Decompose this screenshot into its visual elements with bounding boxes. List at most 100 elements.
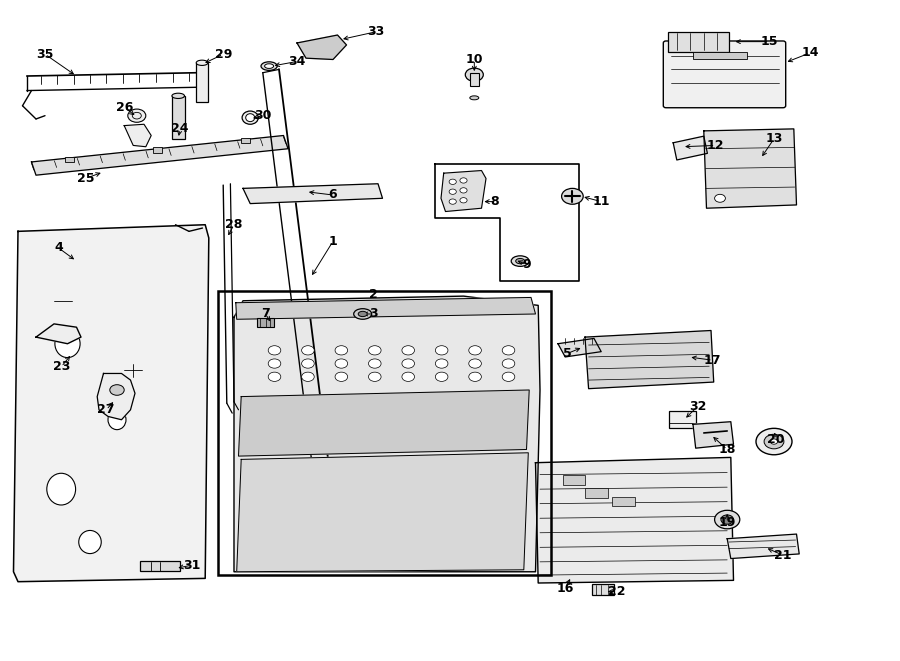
Text: 34: 34 — [288, 55, 306, 68]
Text: 28: 28 — [225, 218, 243, 231]
Text: 17: 17 — [704, 354, 722, 367]
Bar — [592, 584, 614, 595]
Ellipse shape — [196, 60, 208, 65]
Text: 8: 8 — [491, 195, 500, 208]
Polygon shape — [32, 136, 288, 175]
Ellipse shape — [246, 114, 255, 122]
Polygon shape — [236, 297, 536, 319]
Circle shape — [335, 372, 347, 381]
Bar — [257, 318, 274, 327]
Text: 1: 1 — [328, 235, 338, 248]
Circle shape — [764, 434, 784, 449]
Circle shape — [128, 109, 146, 122]
Polygon shape — [97, 373, 135, 420]
Bar — [172, 96, 184, 139]
Circle shape — [402, 372, 415, 381]
Text: 16: 16 — [556, 582, 574, 595]
Circle shape — [449, 189, 456, 194]
Text: 4: 4 — [54, 241, 63, 254]
Polygon shape — [727, 534, 799, 559]
Circle shape — [368, 346, 381, 355]
Circle shape — [302, 372, 314, 381]
Circle shape — [721, 515, 734, 524]
Circle shape — [268, 372, 281, 381]
Text: 20: 20 — [767, 433, 785, 446]
Circle shape — [562, 188, 583, 204]
Polygon shape — [704, 129, 796, 208]
Ellipse shape — [358, 311, 367, 317]
Polygon shape — [238, 390, 529, 456]
Ellipse shape — [55, 330, 80, 358]
Text: 6: 6 — [328, 188, 338, 202]
Polygon shape — [585, 330, 714, 389]
Polygon shape — [124, 124, 151, 147]
Text: 27: 27 — [97, 403, 115, 416]
Text: 19: 19 — [718, 516, 736, 529]
Circle shape — [715, 510, 740, 529]
Circle shape — [302, 346, 314, 355]
Text: 18: 18 — [718, 443, 736, 456]
Text: 12: 12 — [706, 139, 724, 152]
Ellipse shape — [79, 530, 101, 553]
Ellipse shape — [261, 61, 277, 71]
Bar — [585, 488, 608, 498]
Text: 7: 7 — [261, 307, 270, 321]
Circle shape — [368, 372, 381, 381]
Ellipse shape — [354, 309, 372, 319]
Bar — [669, 411, 696, 428]
Circle shape — [335, 346, 347, 355]
Circle shape — [502, 372, 515, 381]
Circle shape — [770, 439, 778, 444]
Bar — [693, 52, 747, 59]
Ellipse shape — [47, 473, 76, 505]
Circle shape — [465, 68, 483, 81]
Bar — [612, 497, 634, 506]
Bar — [153, 147, 162, 153]
Circle shape — [268, 359, 281, 368]
Text: 15: 15 — [760, 35, 778, 48]
Circle shape — [402, 346, 415, 355]
Polygon shape — [558, 338, 601, 357]
Text: 21: 21 — [774, 549, 792, 562]
Circle shape — [436, 359, 448, 368]
Text: 2: 2 — [369, 288, 378, 301]
Text: 9: 9 — [522, 258, 531, 271]
Text: 23: 23 — [52, 360, 70, 373]
Ellipse shape — [470, 96, 479, 100]
Circle shape — [715, 194, 725, 202]
Text: 11: 11 — [592, 195, 610, 208]
Circle shape — [402, 359, 415, 368]
Bar — [668, 32, 729, 52]
Polygon shape — [234, 296, 540, 572]
Bar — [218, 291, 551, 575]
Text: 25: 25 — [76, 172, 94, 185]
Ellipse shape — [511, 256, 529, 266]
Ellipse shape — [108, 410, 126, 430]
Polygon shape — [297, 35, 346, 59]
Text: 35: 35 — [36, 48, 54, 61]
Circle shape — [268, 346, 281, 355]
Circle shape — [502, 346, 515, 355]
Text: 13: 13 — [765, 132, 783, 145]
Circle shape — [460, 198, 467, 203]
Text: 32: 32 — [688, 400, 706, 413]
Circle shape — [469, 372, 482, 381]
Polygon shape — [243, 184, 382, 204]
Text: 24: 24 — [171, 122, 189, 136]
Ellipse shape — [172, 93, 184, 98]
Circle shape — [460, 188, 467, 193]
Bar — [562, 475, 585, 485]
Text: 3: 3 — [369, 307, 378, 321]
Ellipse shape — [242, 111, 258, 124]
Circle shape — [502, 359, 515, 368]
Ellipse shape — [516, 258, 525, 264]
Text: 33: 33 — [367, 25, 385, 38]
Polygon shape — [536, 457, 734, 583]
Circle shape — [469, 359, 482, 368]
Polygon shape — [693, 422, 733, 448]
Polygon shape — [36, 324, 81, 344]
Circle shape — [302, 359, 314, 368]
Bar — [241, 138, 250, 143]
Circle shape — [436, 346, 448, 355]
Ellipse shape — [265, 64, 274, 68]
